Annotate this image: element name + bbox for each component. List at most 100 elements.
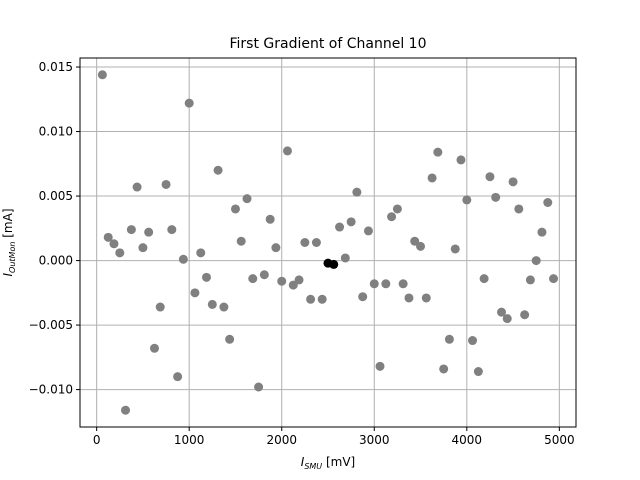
data-point [132, 182, 142, 192]
data-point [410, 236, 420, 246]
data-point [450, 244, 460, 254]
data-point [230, 204, 240, 214]
x-tick-label: 1000 [174, 433, 205, 447]
y-axis-label-base: I [1, 273, 15, 277]
data-point [167, 225, 177, 235]
data-point [531, 256, 541, 266]
data-point [219, 302, 229, 312]
x-axis-label: ISMU [mV] [301, 455, 355, 471]
x-tick-label: 4000 [452, 433, 483, 447]
data-point [462, 195, 472, 205]
y-tick-label: 0.010 [39, 125, 73, 139]
data-point [520, 310, 530, 320]
data-point [421, 293, 431, 303]
data-point [201, 272, 211, 282]
data-point [196, 248, 206, 258]
data-point [502, 314, 512, 324]
data-point [126, 225, 136, 235]
data-point [508, 177, 518, 187]
y-tick-label: −0.010 [29, 383, 73, 397]
data-point [259, 270, 269, 280]
data-point [144, 227, 154, 237]
y-axis-label: IOutMon [mA] [1, 209, 17, 277]
data-point [398, 279, 408, 289]
data-point [213, 165, 223, 175]
data-point [479, 274, 489, 284]
chart-title: First Gradient of Channel 10 [230, 36, 427, 52]
data-point [190, 288, 200, 298]
y-tick-label: 0.015 [39, 60, 73, 74]
data-point [549, 274, 559, 284]
data-point [346, 217, 356, 227]
data-point [115, 248, 125, 258]
data-point [109, 239, 119, 249]
tick-layer: 0 1000 2000 3000 4000 5000 −0.010 −0.005 0.000 0.… [29, 60, 575, 447]
data-point [277, 276, 287, 286]
data-point [311, 238, 321, 247]
y-tick-label: 0.000 [39, 254, 73, 268]
data-point [352, 187, 362, 197]
x-tick-label: 5000 [544, 433, 575, 447]
data-point [103, 232, 113, 242]
data-point [369, 279, 379, 289]
y-axis-label-unit: [mA] [1, 209, 15, 242]
data-point [236, 236, 246, 246]
data-point [473, 367, 483, 377]
data-point [242, 194, 252, 204]
data-point [497, 307, 507, 317]
x-tick-label: 0 [93, 433, 101, 447]
data-point [537, 227, 547, 237]
data-point [161, 179, 171, 189]
data-point [317, 294, 327, 304]
data-point [491, 192, 501, 202]
data-point [358, 292, 368, 302]
data-point [404, 293, 414, 303]
data-point [178, 254, 188, 264]
data-point [363, 226, 373, 236]
plot-frame [79, 57, 577, 428]
data-point [335, 222, 345, 232]
data-point [306, 294, 316, 304]
data-point [543, 198, 553, 208]
data-point [433, 147, 443, 157]
y-tick-label: 0.005 [39, 189, 73, 203]
data-point [121, 405, 131, 415]
data-point [149, 343, 159, 353]
data-point [138, 243, 148, 253]
x-axis-label-base: I [301, 455, 305, 469]
highlight-data-point [329, 259, 339, 269]
data-point [427, 173, 437, 183]
data-point [525, 275, 535, 285]
data-point [282, 146, 292, 156]
data-point [387, 212, 397, 222]
data-point [392, 204, 402, 214]
y-tick-label: −0.005 [29, 318, 73, 332]
data-point [340, 253, 350, 263]
data-point [444, 334, 454, 344]
x-axis-label-unit: [mV] [322, 455, 355, 469]
data-point [265, 214, 275, 224]
data-point [375, 361, 385, 371]
data-point [485, 172, 495, 182]
data-point [97, 70, 107, 80]
x-tick-label: 2000 [266, 433, 297, 447]
x-tick-label: 3000 [359, 433, 390, 447]
data-point [416, 241, 426, 251]
data-point [381, 279, 391, 289]
data-point [300, 238, 310, 247]
data-point [456, 155, 466, 165]
data-point [468, 336, 478, 346]
x-axis-label-sub: SMU [304, 462, 322, 471]
data-point [254, 382, 264, 392]
points-layer [97, 70, 559, 415]
data-point [288, 280, 298, 290]
data-point [514, 204, 524, 214]
data-point [248, 274, 258, 284]
data-point [184, 98, 194, 108]
y-axis-label-sub: OutMon [8, 242, 17, 273]
data-point [155, 302, 165, 312]
data-point [207, 299, 217, 309]
data-point [173, 372, 183, 382]
data-point [439, 364, 449, 374]
